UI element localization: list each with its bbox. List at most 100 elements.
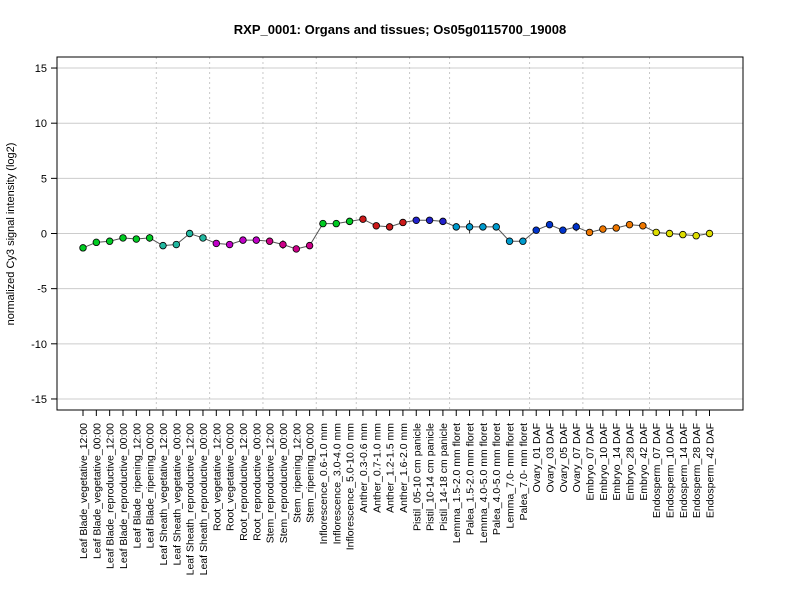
data-point bbox=[439, 217, 447, 226]
x-tick-label: Anther_1.6-2.0 mm bbox=[398, 423, 410, 513]
y-tick-label: -5 bbox=[37, 284, 47, 296]
chart-title: RXP_0001: Organs and tissues; Os05g01157… bbox=[234, 22, 566, 37]
x-tick-label: Embryo_42 DAF bbox=[638, 423, 650, 501]
x-tick-label: Leaf Sheath_vegetative_00:00 bbox=[171, 423, 183, 566]
x-tick-label: Palea_4.0-5.0 mm floret bbox=[491, 423, 503, 535]
data-point bbox=[105, 237, 114, 245]
data-point bbox=[559, 226, 567, 234]
x-tick-label: Leaf Sheath_vegetative_12:00 bbox=[158, 423, 170, 566]
data-point bbox=[545, 220, 554, 229]
x-tick-label: Leaf Blade_ripening_00:00 bbox=[145, 423, 157, 549]
data-point bbox=[305, 241, 314, 250]
y-axis-label: normalized Cy3 signal intensity (log2) bbox=[5, 143, 17, 326]
data-point bbox=[532, 226, 540, 234]
data-point bbox=[612, 224, 620, 232]
x-tick-label: Embryo_28 DAF bbox=[625, 423, 637, 501]
data-point bbox=[359, 215, 367, 223]
x-tick-label: Embryo_07 DAF bbox=[585, 423, 597, 501]
data-point bbox=[679, 230, 687, 239]
data-point bbox=[119, 234, 127, 242]
data-point bbox=[412, 216, 420, 224]
x-tick-label: Endosperm_10 DAF bbox=[665, 423, 677, 518]
data-point bbox=[492, 223, 500, 231]
data-point bbox=[519, 237, 527, 245]
x-tick-label: Endosperm_14 DAF bbox=[678, 423, 690, 518]
x-tick-label: Anther_1.2-1.5 mm bbox=[385, 423, 397, 513]
grid-lines bbox=[57, 67, 743, 400]
data-point bbox=[425, 216, 434, 224]
data-point bbox=[385, 223, 394, 231]
data-point bbox=[172, 240, 181, 249]
data-point bbox=[159, 241, 167, 250]
data-point bbox=[132, 235, 141, 243]
x-tick-label: Palea_1.5-2.0 mm floret bbox=[465, 423, 477, 535]
x-tick-label: Endosperm_07 DAF bbox=[651, 423, 663, 518]
x-tick-label: Endosperm_28 DAF bbox=[691, 423, 703, 518]
x-tick-label: Palea_7.0- mm floret bbox=[518, 423, 530, 521]
x-tick-label: Root_reproductive_00:00 bbox=[251, 423, 263, 541]
x-tick-label: Anther_0.3-0.6 mm bbox=[358, 423, 370, 513]
data-point bbox=[79, 244, 87, 252]
x-tick-label: Leaf Blade_ripening_12:00 bbox=[131, 423, 143, 549]
data-point bbox=[185, 229, 194, 238]
data-point bbox=[332, 219, 340, 228]
x-tick-label: Embryo_14 DAF bbox=[611, 423, 623, 501]
data-point bbox=[705, 229, 714, 238]
x-tick-label: Leaf Blade_reproductive_12:00 bbox=[105, 423, 117, 569]
x-tick-label: Leaf Sheath_reproductive_00:00 bbox=[198, 423, 210, 576]
data-point bbox=[239, 236, 247, 244]
data-point bbox=[92, 238, 101, 247]
data-point bbox=[292, 245, 300, 253]
x-tick-label: Stem_ripening_12:00 bbox=[291, 423, 303, 523]
data-point bbox=[345, 217, 354, 226]
data-point bbox=[665, 229, 674, 238]
x-tick-label: Leaf Blade_reproductive_00:00 bbox=[118, 423, 130, 569]
x-tick-label: Embryo_10 DAF bbox=[598, 423, 610, 501]
y-tick-label: -15 bbox=[31, 394, 47, 406]
x-tick-label: Pistil_14-18 cm panicle bbox=[438, 423, 450, 531]
x-tick-label: Inflorescence_0.6-1.0 mm bbox=[318, 423, 330, 545]
data-point bbox=[452, 223, 460, 231]
x-tick-label: Root_vegetative_12:00 bbox=[211, 423, 223, 531]
data-point bbox=[652, 228, 660, 237]
data-point bbox=[212, 239, 220, 248]
x-tick-label: Leaf Sheath_reproductive_12:00 bbox=[185, 423, 197, 576]
x-tick-label: Inflorescence_3.0-4.0 mm bbox=[331, 423, 343, 545]
data-point bbox=[372, 222, 380, 230]
x-tick-label: Stem_reproductive_12:00 bbox=[265, 423, 277, 543]
data-point bbox=[252, 236, 260, 244]
data-point bbox=[279, 240, 287, 249]
y-tick-label: 5 bbox=[41, 173, 47, 185]
x-tick-label: Lemma_7.0- mm floret bbox=[505, 423, 517, 529]
data-point bbox=[225, 240, 234, 249]
x-tick-label: Lemma_4.0-5.0 mm floret bbox=[478, 423, 490, 543]
data-point bbox=[505, 237, 514, 245]
x-tick-label: Endosperm_42 DAF bbox=[705, 423, 717, 518]
x-tick-labels: Leaf Blade_vegetative_12:00 Leaf Blade_ve… bbox=[78, 410, 717, 575]
data-point bbox=[465, 223, 474, 231]
group-separators bbox=[155, 57, 651, 410]
data-point bbox=[625, 220, 634, 229]
x-tick-label: Ovary_07 DAF bbox=[571, 423, 583, 492]
plot-frame bbox=[56, 56, 744, 411]
y-tick-label: -10 bbox=[31, 339, 47, 351]
data-point bbox=[599, 225, 607, 233]
x-tick-label: Root_reproductive_12:00 bbox=[238, 423, 250, 541]
x-tick-label: Leaf Blade_vegetative_00:00 bbox=[91, 423, 103, 559]
data-point bbox=[572, 223, 580, 231]
data-point bbox=[265, 237, 274, 245]
y-tick-label: 15 bbox=[35, 63, 47, 75]
data-point bbox=[479, 223, 487, 231]
x-tick-label: Ovary_05 DAF bbox=[558, 423, 570, 492]
data-point bbox=[145, 234, 154, 242]
y-tick-label: 10 bbox=[35, 118, 47, 130]
y-axis: -15 -10 -5 0 5 10 15 bbox=[31, 63, 57, 406]
data-point bbox=[199, 234, 207, 242]
data-point bbox=[639, 222, 647, 230]
x-tick-label: Pistil_05-10 cm panicle bbox=[411, 423, 423, 531]
x-tick-label: Stem_reproductive_00:00 bbox=[278, 423, 290, 543]
x-tick-label: Pistil_10-14 cm panicle bbox=[425, 423, 437, 531]
x-tick-label: Ovary_01 DAF bbox=[531, 423, 543, 492]
